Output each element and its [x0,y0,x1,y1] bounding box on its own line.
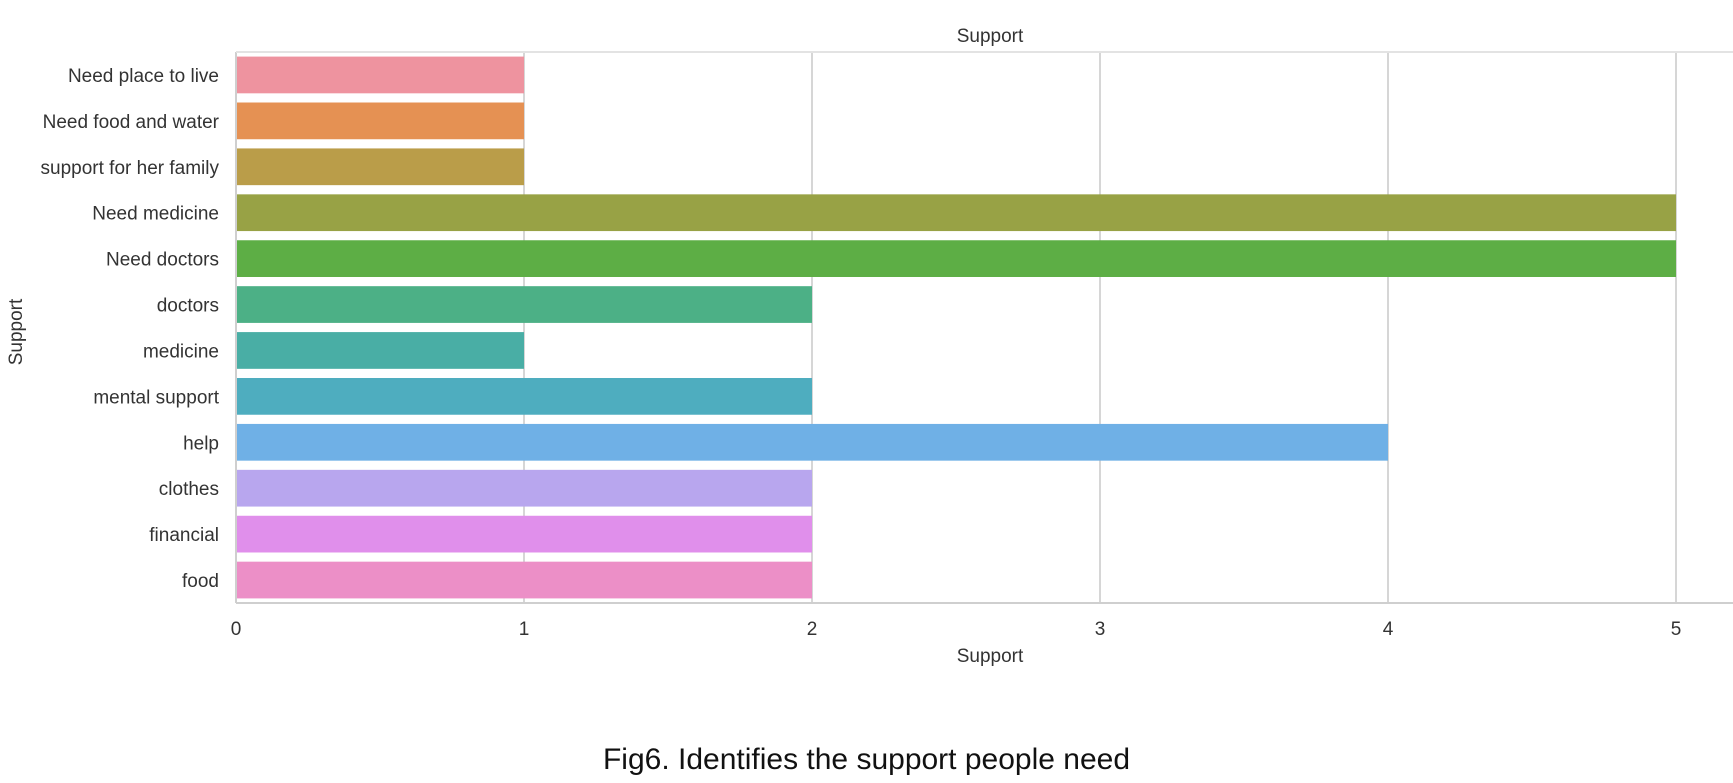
x-axis-title: Support [957,646,1024,667]
figure-caption: Fig6. Identifies the support people need [602,743,1131,776]
x-tick-label-2: 2 [807,619,818,640]
bar-5 [236,286,812,323]
y-tick-label-10: financial [149,525,219,546]
y-tick-label-4: Need doctors [106,250,219,271]
x-tick-label-5: 5 [1671,619,1682,640]
y-tick-label-11: food [182,571,219,592]
y-tick-label-6: medicine [143,341,219,362]
plot-frame [235,51,1733,604]
y-tick-label-0: Need place to live [68,66,219,87]
y-tick-label-5: doctors [157,296,219,317]
bar-6 [236,332,524,369]
y-tick-labels: Need place to live Need food and water sup… [41,66,220,592]
bar-8 [236,423,1388,461]
y-tick-label-3: Need medicine [92,204,219,225]
y-tick-label-1: Need food and water [43,112,220,133]
bar-0 [236,56,524,94]
y-axis-title: Support [6,298,27,365]
x-tick-label-0: 0 [231,619,242,640]
y-tick-label-7: mental support [93,387,219,408]
chart-title: Support [957,26,1024,47]
bar-9 [236,469,812,507]
x-tick-label-1: 1 [519,619,530,640]
bar-1 [236,102,524,140]
y-tick-label-8: help [183,433,219,454]
bar-3 [236,194,1676,232]
bar-11 [236,561,812,599]
bars [236,56,1676,599]
x-tick-label-4: 4 [1383,619,1394,640]
y-tick-label-2: support for her family [41,158,220,179]
bar-10 [236,515,812,553]
bar-chart: Need place to live Need food and water sup… [6,26,1733,667]
x-tick-labels: 0 1 2 3 4 5 [231,619,1682,640]
bar-4 [236,240,1676,277]
bar-7 [236,378,812,415]
x-tick-label-3: 3 [1095,619,1106,640]
y-tick-label-9: clothes [159,479,219,500]
bar-2 [236,148,524,186]
